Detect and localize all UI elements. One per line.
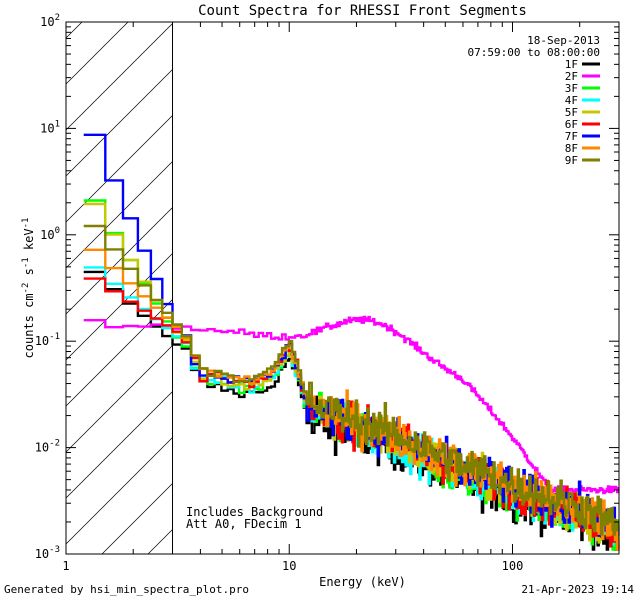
chart-title: Count Spectra for RHESSI Front Segments	[198, 3, 527, 19]
x-axis: 1 10 100	[62, 22, 620, 573]
series-line-9F	[83, 224, 620, 536]
plot-date: 18-Sep-2013	[527, 34, 600, 47]
hatched-region	[66, 22, 173, 554]
plot-frame	[65, 21, 620, 555]
annotation-2: Att A0, FDecim 1	[186, 517, 302, 531]
legend-label-1F: 1F	[565, 58, 578, 71]
y-tick-label: 100	[40, 226, 60, 242]
legend-label-8F: 8F	[565, 142, 578, 155]
legend-label-9F: 9F	[565, 154, 578, 167]
y-axis: 10-3 10-2 10-1 100 101 102	[35, 13, 619, 561]
y-tick-label: 10-3	[35, 545, 60, 561]
plot-time-range: 07:59:00 to 08:00:00	[468, 46, 600, 59]
y-tick-label: 102	[40, 13, 60, 29]
y-axis-label: counts cm-2 s-1 keV-1	[21, 218, 36, 359]
series-group	[83, 133, 620, 551]
y-tick-label: 10-1	[35, 332, 60, 348]
x-tick-label: 10	[282, 559, 296, 573]
footer-generated-by: Generated by hsi_min_spectra_plot.pro	[4, 583, 250, 596]
annotation-1: Includes Background	[186, 505, 323, 519]
legend-label-7F: 7F	[565, 130, 578, 143]
legend-label-3F: 3F	[565, 82, 578, 95]
y-tick-label: 101	[40, 119, 60, 135]
y-tick-label: 10-2	[35, 439, 60, 455]
series-line-7F	[83, 133, 620, 542]
legend-label-4F: 4F	[565, 94, 578, 107]
legend-label-2F: 2F	[565, 70, 578, 83]
x-tick-label: 1	[62, 559, 69, 573]
footer-timestamp: 21-Apr-2023 19:14	[521, 583, 634, 596]
legend-label-6F: 6F	[565, 118, 578, 131]
legend-label-5F: 5F	[565, 106, 578, 119]
x-axis-label: Energy (keV)	[319, 575, 406, 589]
x-tick-label: 100	[502, 559, 524, 573]
